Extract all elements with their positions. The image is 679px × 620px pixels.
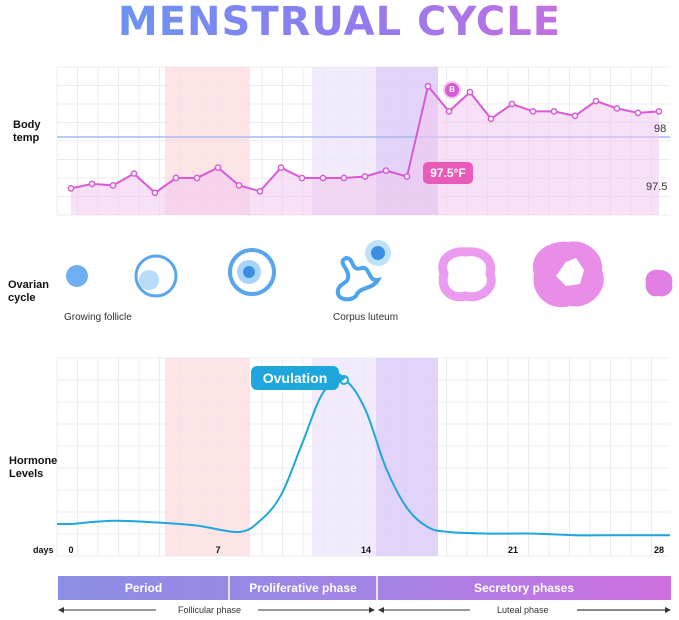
- day-tick-14: 14: [360, 545, 372, 555]
- page-title: MENSTRUAL CYCLE: [0, 0, 679, 44]
- body-temp-label-line2: temp: [13, 132, 40, 144]
- temp-point: [340, 174, 348, 182]
- ovulation-band-hormone: [376, 358, 438, 556]
- follicular-phase-label: Follicular phase: [178, 605, 242, 615]
- temp-point: [130, 170, 138, 177]
- hormone-label-line1: Hormone: [9, 455, 58, 467]
- luteal-phase-label: Luteal phase: [497, 605, 549, 615]
- hormone-line: [57, 378, 670, 537]
- day-tick-7: 7: [215, 545, 221, 555]
- luteum-small-icon: [645, 269, 673, 297]
- temp-point: [172, 174, 180, 182]
- hormone-levels-label: Hormone Levels: [9, 455, 57, 481]
- temp-point: [592, 97, 600, 105]
- proliferative-band-hormone: [312, 358, 376, 556]
- phase-period: Period: [124, 581, 163, 595]
- temp-peak-marker: B: [443, 81, 461, 99]
- temp-point: [214, 164, 222, 171]
- temp-point: [109, 182, 117, 189]
- temp-point: [487, 115, 495, 123]
- phase-proliferative: Proliferative phase: [249, 581, 357, 595]
- temp-point: [361, 173, 369, 180]
- temp-point: [151, 189, 159, 197]
- temp-point: [613, 105, 621, 112]
- phase-bar: [58, 576, 671, 600]
- day-tick-28: 28: [653, 545, 665, 555]
- temp-point: [88, 180, 96, 188]
- temp-area: [71, 86, 659, 215]
- temp-point: [529, 108, 537, 115]
- ovarian-label-line2: cycle: [8, 292, 36, 304]
- luteum-ring-icon-1: [438, 247, 496, 302]
- follicle-icon-3: [228, 248, 276, 296]
- day-tick-21: 21: [507, 545, 519, 555]
- temp-point: [445, 108, 453, 115]
- temp-point: [67, 185, 75, 192]
- temp-98-tick: 98: [654, 123, 667, 135]
- temp-point: [298, 174, 306, 182]
- temp-97-5-tick: 97.5: [646, 181, 668, 193]
- growing-follicle-caption: Growing follicle: [64, 312, 132, 323]
- body-temp-label: Body temp: [13, 119, 41, 145]
- hormone-label-line2: Levels: [9, 468, 44, 480]
- body-temp-label-line1: Body: [13, 119, 41, 131]
- temp-point: [193, 174, 201, 182]
- follicle-icon-2: [134, 254, 178, 298]
- day-tick-0: 0: [68, 545, 74, 555]
- temp-point: [466, 88, 474, 96]
- temp-point: [382, 167, 390, 174]
- temp-point: [634, 109, 642, 117]
- temp-point: [256, 187, 264, 195]
- temp-point: [571, 112, 579, 120]
- temp-point: [277, 164, 285, 171]
- days-label: days: [33, 545, 54, 555]
- temp-point: [508, 100, 516, 108]
- ovarian-label-line1: Ovarian: [8, 279, 49, 291]
- temp-point: [550, 108, 558, 115]
- corpus-luteum-caption: Corpus luteum: [333, 312, 399, 323]
- phase-secretory: Secretory phases: [473, 581, 575, 595]
- temp-point: [235, 182, 243, 189]
- temp-point: [655, 108, 663, 115]
- temp-points: [67, 82, 663, 197]
- corpus-luteum-icon: [335, 240, 391, 302]
- ovulation-label: Ovulation: [251, 366, 346, 390]
- ovarian-cycle-label: Ovarian cycle: [8, 279, 49, 305]
- luteum-ring-icon-2: [532, 241, 604, 308]
- temp-point: [319, 174, 327, 182]
- temp-point: [403, 173, 411, 180]
- temp-marker-badge: 97.5°F: [423, 162, 473, 184]
- temp-point: [424, 82, 432, 90]
- follicle-icon-1: [66, 265, 88, 287]
